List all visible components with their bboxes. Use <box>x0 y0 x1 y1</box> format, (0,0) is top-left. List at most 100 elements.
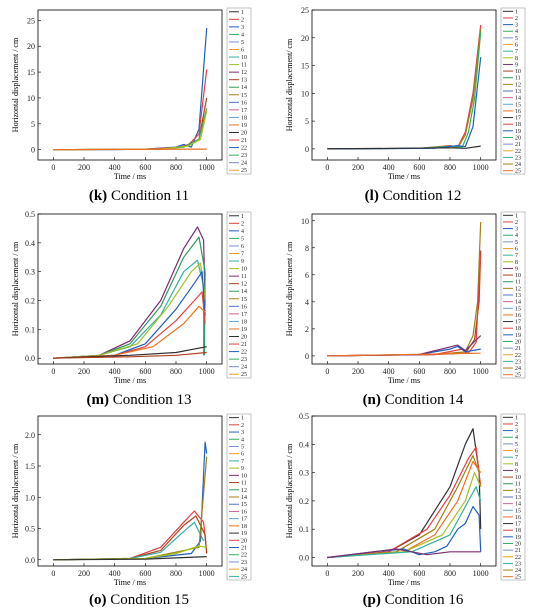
legend-label: 6 <box>241 452 244 458</box>
y-tick-label: 5 <box>305 117 309 126</box>
legend-label: 20 <box>241 131 247 137</box>
caption-text: Condition 13 <box>108 392 192 408</box>
legend-label: 14 <box>515 96 521 102</box>
caption: (k) Condition 11 <box>8 188 270 205</box>
legend-label: 14 <box>241 289 247 295</box>
legend-label: 2 <box>241 423 244 429</box>
y-tick-label: 8 <box>305 244 309 253</box>
legend-label: 17 <box>515 116 521 122</box>
legend-label: 15 <box>241 93 247 99</box>
legend-label: 11 <box>515 280 521 286</box>
x-tick-label: 800 <box>170 163 182 172</box>
legend <box>226 7 252 175</box>
x-tick-label: 800 <box>444 569 456 578</box>
legend-label: 17 <box>241 517 247 523</box>
caption: (n) Condition 14 <box>282 392 544 409</box>
x-tick-label: 1000 <box>473 367 489 376</box>
series-line-7 <box>53 556 207 561</box>
legend-label: 1 <box>515 9 518 15</box>
legend-label: 20 <box>241 335 247 341</box>
legend-label: 20 <box>515 135 521 141</box>
legend-label: 10 <box>515 273 521 279</box>
x-tick-label: 200 <box>352 163 364 172</box>
y-tick-label: 4 <box>305 298 309 307</box>
caption-text: Condition 12 <box>378 188 462 204</box>
legend-label: 12 <box>515 82 521 88</box>
series-line-7 <box>327 506 482 559</box>
x-tick-label: 0 <box>325 367 329 376</box>
legend-label: 3 <box>515 429 518 435</box>
legend-label: 12 <box>241 282 247 288</box>
legend-label: 3 <box>515 227 518 233</box>
caption: (l) Condition 12 <box>282 188 544 205</box>
series-group <box>53 226 207 359</box>
x-axis-label: Time / ms <box>388 376 420 385</box>
legend-label: 23 <box>241 560 247 566</box>
legend-label: 16 <box>241 304 247 310</box>
legend-label: 3 <box>241 25 244 31</box>
legend-label: 15 <box>241 297 247 303</box>
legend-label: 8 <box>515 56 518 62</box>
legend-label: 21 <box>515 548 521 554</box>
legend-label: 5 <box>241 444 244 450</box>
legend-label: 9 <box>241 466 244 472</box>
legend-label: 22 <box>515 353 521 359</box>
legend-label: 4 <box>241 437 244 443</box>
legend-label: 13 <box>515 293 521 299</box>
legend-label: 17 <box>241 312 247 318</box>
series-line-8 <box>327 548 481 559</box>
x-tick-label: 400 <box>109 163 121 172</box>
legend-label: 13 <box>241 78 247 84</box>
y-tick-label: 0.0 <box>25 354 35 363</box>
plot-frame <box>37 9 223 161</box>
legend-label: 25 <box>241 372 247 378</box>
series-line-9 <box>53 351 207 359</box>
legend-label: 20 <box>515 541 521 547</box>
x-tick-label: 800 <box>170 569 182 578</box>
x-tick-label: 0 <box>51 569 55 578</box>
legend-label: 19 <box>515 333 521 339</box>
y-tick-label: 0.4 <box>299 440 309 449</box>
x-tick-label: 800 <box>444 367 456 376</box>
legend-label: 12 <box>241 488 247 494</box>
y-tick-label: 0.2 <box>25 297 35 306</box>
legend-label: 6 <box>241 244 244 250</box>
x-axis-label: Time / ms <box>114 376 146 385</box>
y-tick-label: 0 <box>305 145 309 154</box>
plot-frame <box>37 415 223 567</box>
chart-condition-14: 0 200 400 600 800 1000 0 2 4 6 8 10 Time / ms Horizon… <box>282 208 544 408</box>
x-tick-label: 600 <box>413 367 425 376</box>
series-line-5 <box>327 145 481 150</box>
series-group <box>53 441 208 561</box>
y-tick-label: 10 <box>27 94 35 103</box>
legend-label: 4 <box>241 229 244 235</box>
y-axis-label: Horizontal displacement / cm <box>285 241 294 336</box>
legend-label: 19 <box>241 531 247 537</box>
legend-label: 2 <box>515 16 518 22</box>
legend-label: 6 <box>515 247 518 253</box>
legend-label: 14 <box>241 85 247 91</box>
legend-label: 3 <box>515 23 518 29</box>
legend-label: 17 <box>241 108 247 114</box>
legend-label: 4 <box>241 32 244 38</box>
legend-label: 24 <box>241 161 247 167</box>
legend-label: 21 <box>515 142 521 148</box>
legend-label: 9 <box>515 62 518 68</box>
legend-label: 9 <box>515 468 518 474</box>
legend-label: 14 <box>515 502 521 508</box>
series-line-4 <box>53 262 206 359</box>
legend-label: 15 <box>241 502 247 508</box>
legend-label: 14 <box>515 300 521 306</box>
legend-label: 24 <box>515 162 521 168</box>
legend-label: 23 <box>241 357 247 363</box>
legend-label: 15 <box>515 306 521 312</box>
legend-label: 16 <box>515 515 521 521</box>
legend-label: 11 <box>241 63 247 69</box>
legend-label: 1 <box>515 415 518 421</box>
legend-label: 9 <box>515 266 518 272</box>
legend-label: 19 <box>241 123 247 129</box>
caption: (o) Condition 15 <box>8 592 270 609</box>
x-axis-label: Time / ms <box>114 172 146 181</box>
x-tick-label: 200 <box>78 163 90 172</box>
y-tick-label: 10 <box>301 89 309 98</box>
